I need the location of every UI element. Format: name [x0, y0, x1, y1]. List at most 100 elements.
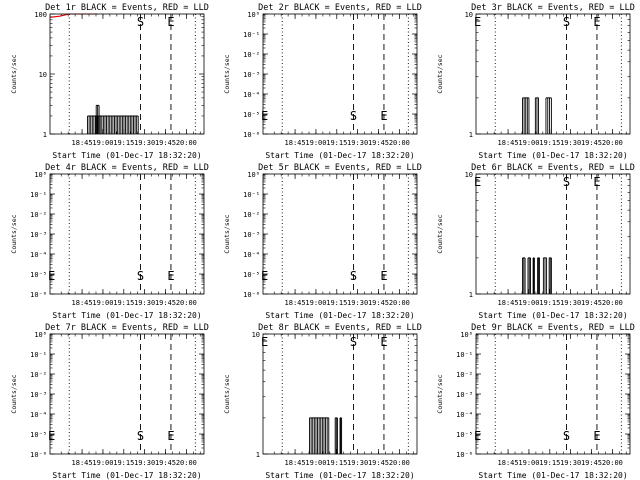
x-tick-label: 19:30 — [560, 299, 581, 307]
start-marker: S — [137, 269, 144, 283]
panel-title: Det 1r BLACK = Events, RED = LLD — [45, 3, 209, 13]
x-axis-label: Start Time (01-Dec-17 18:32:20) — [52, 311, 201, 320]
y-tick-label: 10 — [465, 11, 473, 19]
y-axis-label: Counts/sec — [436, 214, 444, 253]
y-tick-label: 100 — [34, 11, 47, 19]
detector-panel-6: Det 6r BLACK = Events, RED = LLD Counts/s… — [436, 163, 635, 320]
x-tick-label: 18:45 — [72, 139, 93, 147]
plot-frame — [49, 173, 205, 295]
y-tick-label: 1 — [256, 451, 260, 459]
y-tick-label: 10⁻³ — [30, 391, 47, 399]
y-tick-label: 10⁻² — [243, 51, 260, 59]
x-tick-label: 18:45 — [498, 459, 519, 467]
y-tick-label: 10⁻⁴ — [456, 411, 473, 419]
x-tick-label: 19:45 — [581, 459, 602, 467]
x-tick-label: 20:00 — [389, 139, 410, 147]
detector-panel-1: Det 1r BLACK = Events, RED = LLD Counts/s… — [10, 3, 209, 160]
x-axis-label: Start Time (01-Dec-17 18:32:20) — [478, 311, 627, 320]
panel-title: Det 6r BLACK = Events, RED = LLD — [471, 163, 635, 173]
start-marker: S — [563, 175, 570, 189]
y-tick-label: 10⁻⁴ — [243, 91, 260, 99]
x-tick-label: 19:15 — [326, 459, 347, 467]
y-tick-label: 10⁻⁴ — [30, 251, 47, 259]
y-tick-label: 10⁻¹ — [30, 351, 47, 359]
y-tick-label: 10⁻³ — [30, 231, 47, 239]
x-tick-label: 19:00 — [518, 139, 539, 147]
y-tick-label: 10⁻³ — [243, 71, 260, 79]
end-marker: E — [474, 15, 481, 29]
x-tick-label: 18:45 — [285, 139, 306, 147]
x-tick-label: 19:45 — [368, 459, 389, 467]
end-marker: E — [380, 269, 387, 283]
x-tick-label: 19:30 — [134, 139, 155, 147]
y-axis-label: Counts/sec — [223, 214, 231, 253]
x-tick-label: 19:15 — [539, 299, 560, 307]
y-tick-label: 1 — [43, 131, 47, 139]
y-tick-label: 10 — [39, 71, 47, 79]
end-marker: E — [593, 429, 600, 443]
panel-title: Det 2r BLACK = Events, RED = LLD — [258, 3, 422, 13]
y-tick-label: 10⁻⁵ — [30, 271, 47, 279]
y-tick-label: 10⁻⁶ — [456, 451, 473, 459]
x-tick-label: 19:00 — [305, 299, 326, 307]
y-axis-label: Counts/sec — [223, 374, 231, 413]
y-tick-label: 10⁻⁶ — [30, 291, 47, 299]
x-tick-label: 19:00 — [305, 139, 326, 147]
y-tick-label: 10⁻⁴ — [243, 251, 260, 259]
start-marker: S — [563, 429, 570, 443]
panel-title: Det 3r BLACK = Events, RED = LLD — [471, 3, 635, 13]
y-tick-label: 1 — [469, 131, 473, 139]
detector-panel-2: Det 2r BLACK = Events, RED = LLD Counts/s… — [223, 3, 422, 160]
x-tick-label: 18:45 — [498, 139, 519, 147]
y-tick-label: 10⁻⁶ — [30, 451, 47, 459]
x-tick-label: 18:45 — [72, 299, 93, 307]
y-tick-label: 10⁻¹ — [243, 31, 260, 39]
end-marker: E — [261, 109, 268, 123]
x-tick-label: 20:00 — [176, 459, 197, 467]
y-axis-label: Counts/sec — [10, 214, 18, 253]
x-axis-label: Start Time (01-Dec-17 18:32:20) — [478, 471, 627, 480]
y-tick-label: 10⁰ — [247, 11, 260, 19]
x-axis-label: Start Time (01-Dec-17 18:32:20) — [265, 471, 414, 480]
plot-frame — [475, 13, 631, 135]
x-tick-label: 19:30 — [560, 459, 581, 467]
x-tick-label: 20:00 — [176, 139, 197, 147]
start-marker: S — [350, 109, 357, 123]
y-tick-label: 10⁰ — [34, 171, 47, 179]
detector-panel-8: Det 8r BLACK = Events, RED = LLD Counts/s… — [223, 323, 422, 480]
x-tick-label: 19:15 — [539, 459, 560, 467]
end-marker: E — [474, 429, 481, 443]
start-marker: S — [137, 15, 144, 29]
x-tick-label: 19:45 — [368, 299, 389, 307]
panel-title: Det 5r BLACK = Events, RED = LLD — [258, 163, 422, 173]
x-tick-label: 20:00 — [602, 459, 623, 467]
x-tick-label: 19:00 — [92, 459, 113, 467]
y-tick-label: 10⁻⁵ — [243, 111, 260, 119]
x-tick-label: 19:15 — [113, 459, 134, 467]
x-tick-label: 20:00 — [602, 299, 623, 307]
y-tick-label: 10⁻⁶ — [243, 291, 260, 299]
plot-frame — [475, 173, 631, 295]
x-axis-label: Start Time (01-Dec-17 18:32:20) — [478, 151, 627, 160]
end-marker: E — [261, 335, 268, 349]
detector-panel-5: Det 5r BLACK = Events, RED = LLD Counts/s… — [223, 163, 422, 320]
y-tick-label: 10⁻⁵ — [30, 431, 47, 439]
y-tick-label: 10⁻¹ — [243, 191, 260, 199]
y-axis-label: Counts/sec — [223, 54, 231, 93]
plot-frame — [49, 13, 205, 135]
y-axis-label: Counts/sec — [10, 374, 18, 413]
y-tick-label: 10⁻⁴ — [30, 411, 47, 419]
start-marker: S — [563, 15, 570, 29]
y-axis-label: Counts/sec — [10, 54, 18, 93]
x-tick-label: 18:45 — [498, 299, 519, 307]
x-tick-label: 19:30 — [560, 139, 581, 147]
x-tick-label: 20:00 — [602, 139, 623, 147]
y-tick-label: 10⁻⁶ — [243, 131, 260, 139]
y-tick-label: 10⁻¹ — [30, 191, 47, 199]
end-marker: E — [593, 15, 600, 29]
x-tick-label: 19:15 — [539, 139, 560, 147]
y-tick-label: 10⁻² — [30, 211, 47, 219]
start-marker: S — [350, 269, 357, 283]
y-tick-label: 10⁰ — [34, 331, 47, 339]
